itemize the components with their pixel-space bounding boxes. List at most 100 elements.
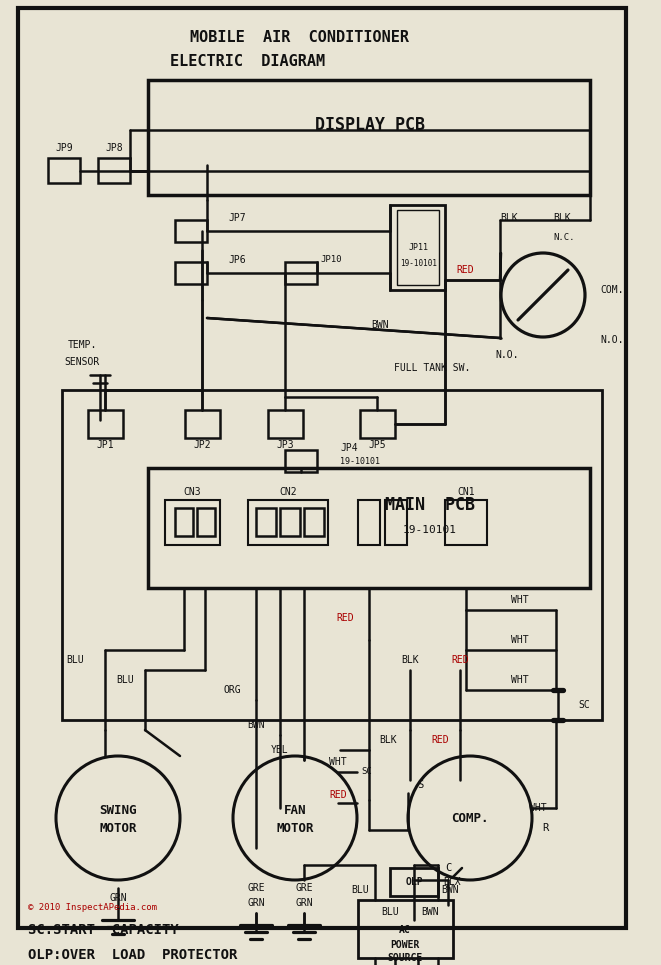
Text: OLP:OVER  LOAD  PROTECTOR: OLP:OVER LOAD PROTECTOR (28, 948, 237, 962)
Text: BLU: BLU (381, 907, 399, 917)
Bar (175, 262, 207, 284)
Text: 19-10101: 19-10101 (403, 525, 457, 535)
Text: WHT: WHT (511, 595, 529, 605)
Text: BWN: BWN (441, 885, 459, 895)
Text: 19-10101: 19-10101 (340, 457, 380, 466)
Bar (165, 500, 220, 545)
Bar (358, 500, 380, 545)
Text: SOURCE: SOURCE (387, 953, 422, 963)
Text: BLU: BLU (116, 675, 134, 685)
Text: SC: SC (578, 700, 590, 710)
Text: TEMP.: TEMP. (67, 340, 97, 350)
Text: CN2: CN2 (279, 487, 297, 497)
Text: C: C (445, 863, 451, 873)
Text: BLK: BLK (500, 213, 518, 223)
Text: SENSOR: SENSOR (64, 357, 100, 367)
Text: N.O.: N.O. (495, 350, 518, 360)
Bar (397, 210, 439, 285)
Text: BWN: BWN (371, 320, 389, 330)
Bar (248, 500, 328, 545)
Text: SWING: SWING (99, 804, 137, 816)
Text: CN1: CN1 (457, 487, 475, 497)
Bar (390, 868, 438, 896)
Text: JP9: JP9 (55, 143, 73, 153)
Text: JP4: JP4 (340, 443, 358, 453)
Text: COMP.: COMP. (451, 812, 488, 824)
Text: © 2010 InspectAPedia.com: © 2010 InspectAPedia.com (28, 903, 157, 913)
Text: BLK: BLK (379, 735, 397, 745)
Text: COM.: COM. (600, 285, 623, 295)
Text: MOTOR: MOTOR (99, 821, 137, 835)
Bar (358, 900, 453, 958)
Text: BLX: BLX (443, 877, 461, 887)
Text: GRN: GRN (247, 898, 265, 908)
Text: RED: RED (431, 735, 449, 745)
Bar (88, 410, 123, 438)
Bar (256, 508, 276, 536)
Text: WHT: WHT (511, 635, 529, 645)
Text: R: R (542, 823, 548, 833)
Text: JP10: JP10 (320, 256, 342, 264)
Text: BLK: BLK (553, 213, 570, 223)
Bar (285, 450, 317, 472)
Text: SC: SC (362, 767, 372, 777)
Text: BLU: BLU (66, 655, 84, 665)
Text: JP6: JP6 (228, 255, 246, 265)
Bar (390, 205, 445, 290)
Bar (268, 410, 303, 438)
Text: DISPLAY PCB: DISPLAY PCB (315, 116, 425, 134)
Bar (148, 468, 590, 588)
Text: YEL: YEL (271, 745, 289, 755)
Text: JP1: JP1 (97, 440, 114, 450)
Text: WHT: WHT (529, 803, 547, 813)
Text: JP11: JP11 (409, 243, 429, 253)
Text: BLK: BLK (401, 655, 419, 665)
Bar (197, 508, 215, 536)
Bar (445, 500, 487, 545)
Text: JP2: JP2 (193, 440, 211, 450)
Bar (98, 158, 130, 183)
Text: RED: RED (329, 790, 347, 800)
Bar (385, 500, 407, 545)
Text: JP8: JP8 (105, 143, 123, 153)
Bar (360, 410, 395, 438)
Text: GRN: GRN (295, 898, 313, 908)
Text: FAN: FAN (284, 804, 306, 816)
Text: GRE: GRE (295, 883, 313, 893)
Bar (48, 158, 80, 183)
Bar (175, 220, 207, 242)
Text: GRN: GRN (109, 893, 127, 903)
Text: ELECTRIC  DIAGRAM: ELECTRIC DIAGRAM (170, 54, 325, 69)
Text: JP7: JP7 (228, 213, 246, 223)
Text: SC:START  CAPACITY: SC:START CAPACITY (28, 923, 178, 937)
Text: RED: RED (336, 613, 354, 623)
Bar (62, 390, 602, 720)
Text: JP3: JP3 (276, 440, 293, 450)
Bar (175, 508, 193, 536)
Text: JP5: JP5 (368, 440, 386, 450)
Text: RED: RED (456, 265, 474, 275)
Text: POWER: POWER (390, 940, 420, 950)
Bar (185, 410, 220, 438)
Bar (285, 262, 317, 284)
Text: BLU: BLU (351, 885, 369, 895)
Text: N.C.: N.C. (553, 234, 574, 242)
Text: OLP: OLP (405, 877, 423, 887)
Bar (280, 508, 300, 536)
Text: AC: AC (399, 925, 411, 935)
Bar (304, 508, 324, 536)
Bar (148, 80, 590, 195)
Text: S: S (417, 780, 423, 790)
Text: WHT: WHT (329, 757, 347, 767)
Text: CN3: CN3 (183, 487, 201, 497)
Text: 19-10101: 19-10101 (401, 259, 438, 267)
Text: N.O.: N.O. (600, 335, 623, 345)
Text: MOBILE  AIR  CONDITIONER: MOBILE AIR CONDITIONER (190, 31, 409, 45)
Text: ORG: ORG (223, 685, 241, 695)
Text: RED: RED (451, 655, 469, 665)
Text: GRE: GRE (247, 883, 265, 893)
Text: MAIN  PCB: MAIN PCB (385, 496, 475, 514)
Text: BWN: BWN (421, 907, 439, 917)
Text: WHT: WHT (511, 675, 529, 685)
Text: FULL TANK SW.: FULL TANK SW. (393, 363, 470, 373)
